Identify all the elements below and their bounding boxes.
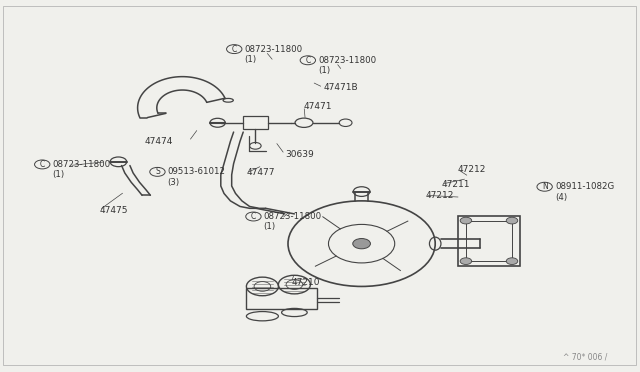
Text: 09513-61012: 09513-61012 [168,167,226,176]
Text: 47475: 47475 [99,206,128,215]
Text: 47212: 47212 [426,191,454,200]
Text: 08723-11800: 08723-11800 [52,160,111,169]
Text: 08723-11800: 08723-11800 [244,45,303,54]
Circle shape [506,258,518,264]
Text: 47471: 47471 [304,102,333,110]
Text: 47474: 47474 [145,137,173,146]
Text: 47471B: 47471B [323,83,358,92]
Text: 08723-11800: 08723-11800 [318,56,376,65]
Text: 47212: 47212 [458,165,486,174]
Text: C: C [251,212,256,221]
Circle shape [460,258,472,264]
Bar [243,116,268,129]
Circle shape [353,238,371,249]
Text: 30639: 30639 [285,150,314,159]
Text: N: N [542,182,547,191]
Text: 08911-1082G: 08911-1082G [555,182,614,191]
Text: (3): (3) [168,178,180,187]
Text: C: C [232,45,237,54]
Text: C: C [40,160,45,169]
Bar [466,221,512,261]
Circle shape [506,217,518,224]
Text: (1): (1) [52,170,65,179]
Text: 47211: 47211 [442,180,470,189]
Text: C: C [305,56,310,65]
Text: 08723-11800: 08723-11800 [264,212,322,221]
Text: 47477: 47477 [246,169,275,177]
Text: (1): (1) [264,222,276,231]
Text: (1): (1) [318,66,330,75]
Text: (4): (4) [555,193,567,202]
Circle shape [460,217,472,224]
Text: (1): (1) [244,55,257,64]
Text: 47210: 47210 [291,278,320,287]
Bar [246,288,317,309]
Text: S: S [155,167,160,176]
Bar [458,216,520,266]
Text: ^ 70* 006 /: ^ 70* 006 / [563,353,607,362]
